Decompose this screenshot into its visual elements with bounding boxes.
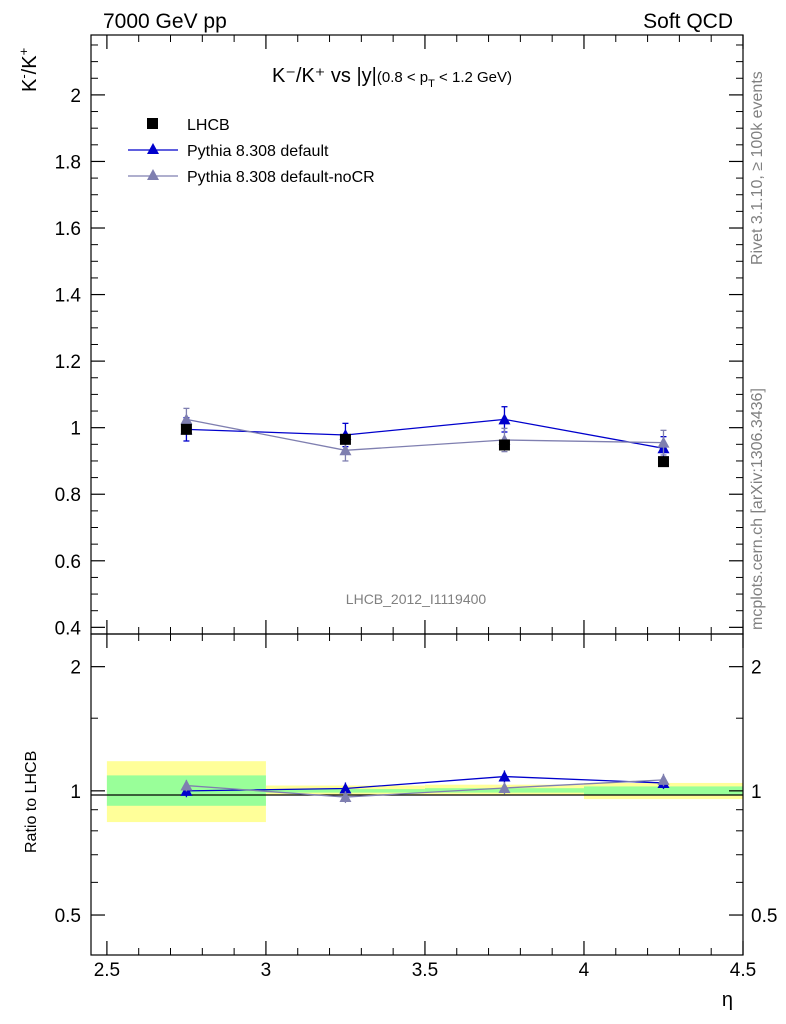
analysis-id: LHCB_2012_I1119400 [346, 591, 487, 607]
ratio-ticks: 0.5 0.5 1 1 2 2 2.5 3 3.5 4 4.5 [55, 634, 777, 981]
x-tick-label: 2.5 [94, 960, 120, 981]
legend-label-default: Pythia 8.308 default [187, 143, 329, 160]
header-right: Soft QCD [643, 10, 733, 33]
ratio-y-tick-label-right: 2 [751, 658, 762, 679]
data-point-lhcb [339, 433, 351, 445]
ratio-y-tick-label-right: 1 [751, 782, 762, 803]
x-tick-label: 3 [261, 960, 272, 981]
ratio-y-tick-label: 1 [70, 782, 81, 803]
ratio-line-0 [186, 775, 664, 792]
legend-label-nocr: Pythia 8.308 default-noCR [187, 169, 375, 186]
ratio-marks [180, 770, 670, 804]
data-point-lhcb [498, 439, 510, 451]
ratio-point-triangle [339, 782, 352, 794]
legend-marker-lhcb [147, 118, 158, 129]
ratio-y-tick-label: 2 [70, 658, 81, 679]
x-tick-label: 3.5 [412, 960, 438, 981]
svg-text:K-/K+: K-/K+ [16, 48, 41, 92]
ratio-point-triangle [339, 791, 352, 803]
ratio-y-tick-label-right: 0.5 [751, 906, 777, 927]
y-tick-label: 0.4 [55, 618, 82, 639]
data-point-triangle [498, 413, 511, 425]
ratio-point-triangle [498, 770, 511, 782]
header-left: 7000 GeV pp [103, 10, 227, 33]
legend-marker-default [147, 143, 159, 154]
legend-label-lhcb: LHCB [187, 117, 230, 134]
data-point-lhcb [657, 456, 669, 468]
ratio-bands [106, 761, 743, 823]
ratio-point-triangle [180, 779, 193, 791]
y-tick-label: 1 [70, 419, 81, 440]
ratio-ylabel: Ratio to LHCB [23, 751, 40, 853]
data-point-triangle [180, 413, 193, 425]
uncertainty-band-inner [583, 786, 743, 796]
series-line-1 [186, 418, 664, 449]
y-tick-label: 1.2 [55, 352, 81, 373]
y-tick-label: 1.4 [55, 286, 82, 307]
rivet-caption: Rivet 3.1.10, ≥ 100k events [749, 71, 766, 265]
y-tick-label: 0.6 [55, 552, 81, 573]
x-tick-label: 4.5 [730, 960, 756, 981]
data-point-lhcb [180, 423, 192, 435]
main-marks [180, 406, 670, 468]
y-tick-label: 1.8 [55, 152, 81, 173]
main-ticks: 0.4 0.6 0.8 1 1.2 1.4 1.6 1.8 2 [55, 35, 744, 639]
series-line-2 [186, 418, 664, 451]
main-title: K⁻/K⁺ vs |y|(0.8 < pT < 1.2 GeV) [272, 65, 512, 90]
ratio-line-1 [186, 779, 664, 798]
y-tick-label: 2 [70, 86, 81, 107]
legend-marker-nocr [147, 169, 159, 180]
main-ylabel: K-/K+ [16, 48, 41, 92]
x-axis-label: η [722, 989, 733, 1011]
y-tick-label: 0.8 [55, 485, 81, 506]
legend: LHCB Pythia 8.308 default Pythia 8.308 d… [128, 117, 375, 186]
ratio-point-triangle [657, 773, 670, 785]
x-tick-label: 4 [579, 960, 590, 981]
ratio-point-triangle [498, 781, 511, 793]
source-caption: mcplots.cern.ch [arXiv:1306.3436] [749, 388, 766, 630]
data-point-triangle [657, 436, 670, 448]
data-point-triangle [339, 444, 352, 456]
y-tick-label: 1.6 [55, 219, 81, 240]
ratio-y-tick-label: 0.5 [55, 906, 81, 927]
